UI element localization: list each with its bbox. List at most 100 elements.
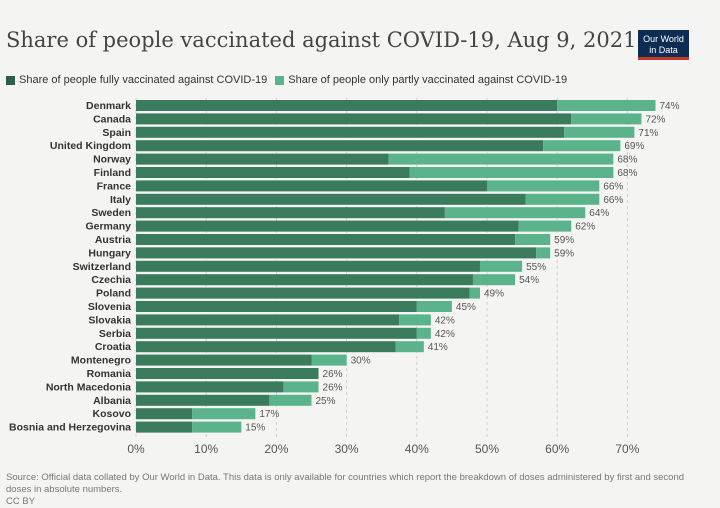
bar-partial [536, 247, 551, 259]
bar-full [136, 234, 516, 245]
x-tick-label: 0% [127, 442, 145, 456]
category-label: Sweden [91, 207, 131, 219]
value-label: 59% [554, 248, 574, 259]
category-label: Italy [110, 194, 131, 206]
bar-full [136, 301, 417, 312]
value-label: 26% [323, 369, 343, 380]
value-label: 64% [589, 208, 609, 219]
category-label: Denmark [86, 100, 131, 112]
category-label: Finland [94, 167, 131, 179]
bar-partial [399, 314, 431, 326]
legend-label-partial: Share of people only partly vaccinated a… [288, 74, 568, 86]
value-label: 26% [323, 382, 343, 393]
category-label: Spain [102, 127, 131, 139]
bar-full [136, 220, 519, 232]
bar-partial [515, 234, 551, 245]
bar-full [136, 113, 572, 125]
bar-full [136, 421, 193, 433]
bar-full [136, 260, 480, 272]
value-label: 69% [624, 141, 644, 152]
bar-partial [479, 260, 523, 272]
bar-partial [192, 408, 256, 420]
license-text: CC BY [6, 496, 36, 507]
logo-line1: Our World [643, 34, 684, 44]
bar-full [136, 274, 473, 286]
bar-full [136, 153, 389, 165]
source-note: Source: Official data collated by Our Wo… [6, 472, 706, 508]
bar-partial [571, 113, 642, 125]
category-label: United Kingdom [50, 140, 131, 152]
bar-full [136, 140, 544, 152]
value-label: 17% [259, 409, 279, 420]
category-label: Montenegro [71, 355, 131, 367]
x-tick-label: 50% [475, 442, 499, 456]
bar-partial [525, 193, 600, 205]
bar-full [136, 408, 193, 420]
bar-full [136, 247, 537, 259]
bar-partial [518, 220, 572, 232]
category-label: North Macedonia [46, 381, 131, 393]
category-label: Serbia [99, 328, 131, 340]
bar-full [136, 287, 470, 299]
bar-partial [472, 274, 516, 286]
bar-partial [269, 394, 312, 406]
value-label: 74% [659, 101, 679, 112]
bar-full [136, 207, 445, 219]
value-label: 59% [554, 235, 574, 246]
x-tick-label: 40% [405, 442, 429, 456]
bar-partial [395, 341, 424, 353]
legend-item-full[interactable]: Share of people fully vaccinated against… [6, 74, 267, 86]
category-label: Germany [85, 221, 131, 233]
x-tick-label: 30% [335, 442, 359, 456]
category-label: Slovakia [88, 314, 131, 326]
legend-label-full: Share of people fully vaccinated against… [19, 74, 268, 86]
bar-partial [487, 180, 600, 192]
bar-partial [416, 301, 452, 312]
category-label: Bosnia and Herzegovina [9, 422, 131, 434]
value-label: 68% [617, 155, 637, 166]
bar-full [136, 354, 312, 366]
bar-full [136, 394, 270, 406]
value-label: 72% [645, 114, 665, 125]
bar-full [136, 327, 417, 339]
category-label: Romania [87, 368, 132, 380]
value-label: 71% [638, 128, 658, 139]
bar-full [136, 193, 526, 205]
bar-partial [192, 421, 242, 433]
value-label: 25% [316, 396, 336, 407]
legend-swatch-partial [275, 75, 285, 85]
category-label: Poland [96, 288, 131, 300]
category-label: France [97, 180, 132, 192]
value-label: 55% [526, 262, 546, 273]
bar-full [136, 381, 284, 393]
bar-full [136, 341, 396, 353]
bar-partial [469, 287, 480, 299]
owid-logo[interactable]: Our World in Data [638, 30, 689, 60]
value-label: 49% [484, 289, 504, 300]
category-label: Slovenia [88, 301, 131, 313]
chart-title: Share of people vaccinated against COVID… [6, 28, 637, 52]
category-label: Albania [93, 395, 131, 407]
category-label: Czechia [91, 274, 131, 286]
bar-partial [283, 381, 319, 393]
bar-partial [557, 100, 656, 111]
bar-partial [388, 153, 614, 165]
legend-item-partial[interactable]: Share of people only partly vaccinated a… [275, 74, 567, 86]
bar-partial [416, 327, 431, 339]
value-label: 45% [456, 302, 476, 313]
value-label: 68% [617, 168, 637, 179]
category-label: Switzerland [73, 261, 131, 273]
value-label: 41% [428, 342, 448, 353]
legend: Share of people fully vaccinated against… [6, 74, 575, 86]
logo-line2: in Data [649, 45, 678, 55]
bar-full [136, 180, 487, 192]
x-tick-label: 60% [545, 442, 569, 456]
bar-full [136, 368, 319, 379]
value-label: 42% [435, 315, 455, 326]
category-label: Norway [93, 154, 131, 166]
category-label: Kosovo [92, 408, 131, 420]
category-label: Hungary [88, 247, 131, 259]
x-tick-label: 70% [615, 442, 639, 456]
value-label: 62% [575, 222, 595, 233]
bar-partial [409, 167, 614, 178]
